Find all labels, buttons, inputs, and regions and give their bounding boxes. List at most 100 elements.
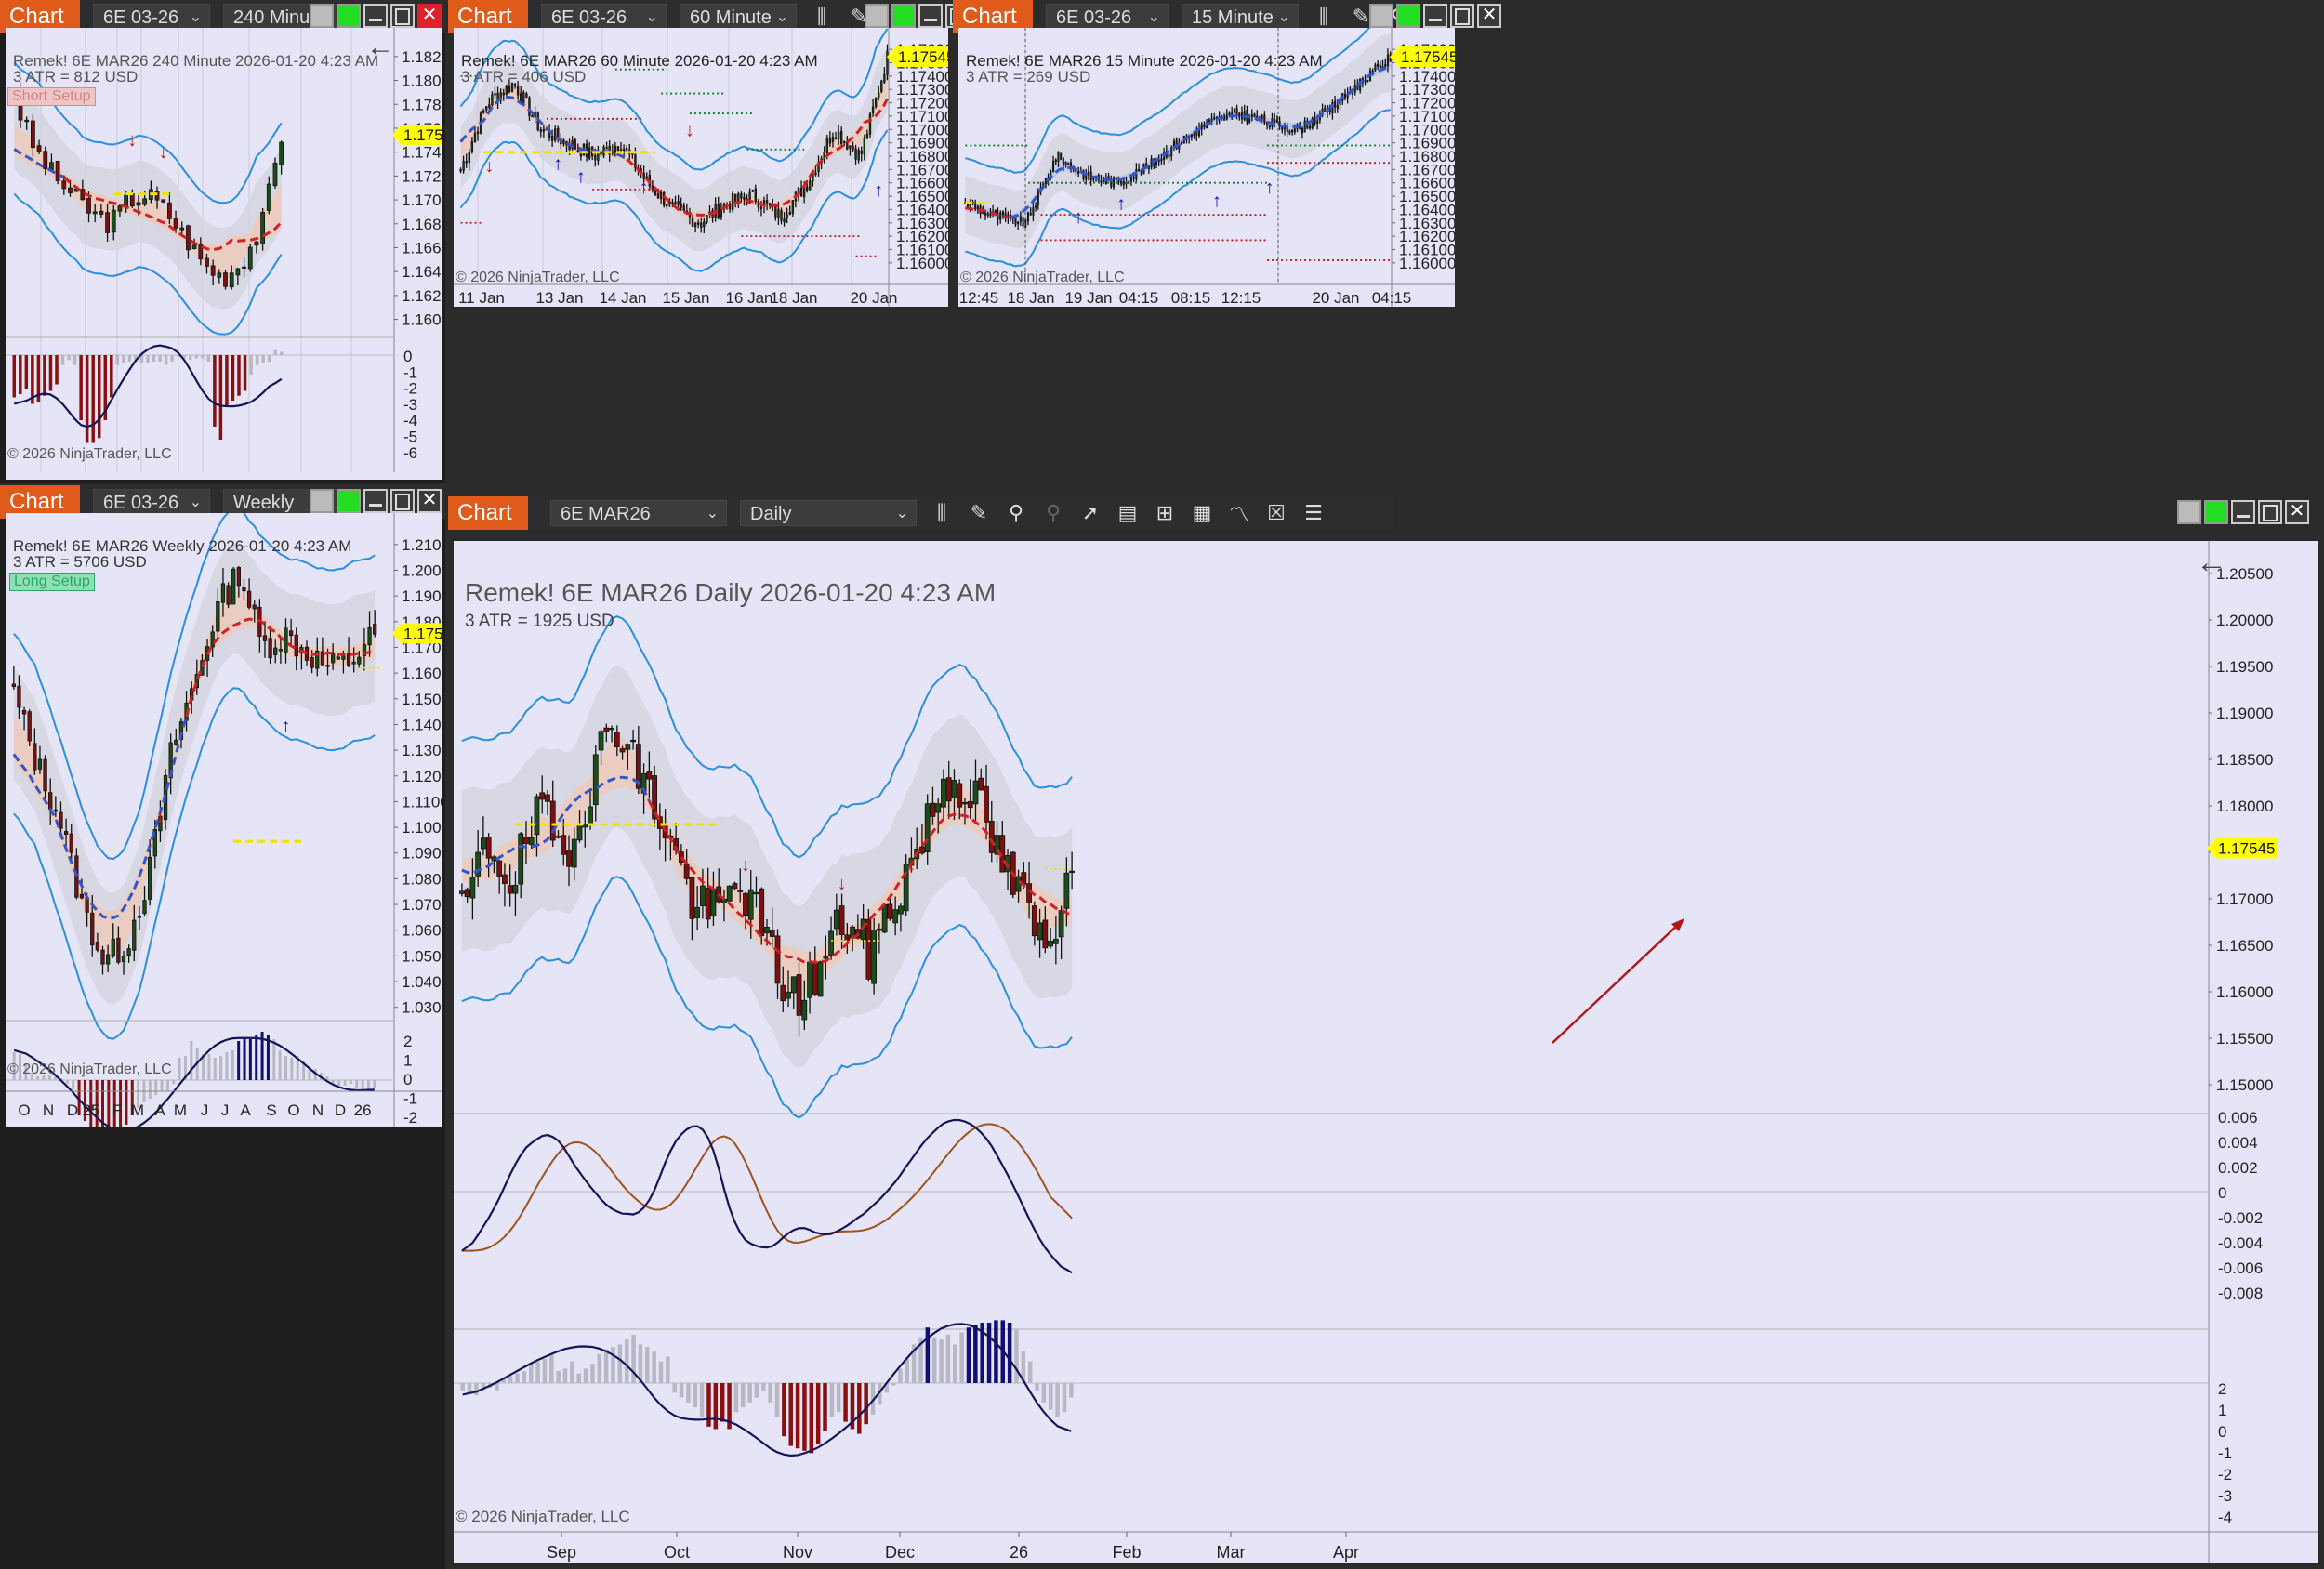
histogram-bar xyxy=(905,1359,910,1383)
close-button[interactable]: ✕ xyxy=(417,4,442,28)
candle-body xyxy=(173,218,178,229)
strategies-icon[interactable]: ☒ xyxy=(1267,501,1286,524)
timeframe-selector[interactable]: 15 Minute ⌄ xyxy=(1182,4,1299,30)
instrument-selector[interactable]: 6E 03-26 ⌄ xyxy=(541,4,667,30)
candle-body xyxy=(220,583,226,603)
candle-body xyxy=(768,203,772,206)
histogram-bar xyxy=(843,1383,848,1422)
minimize-button[interactable] xyxy=(363,489,388,513)
candle-body xyxy=(1026,212,1030,222)
candle-body xyxy=(488,104,491,108)
chart-window-60min: Chart 6E 03-26⌄ 60 Minute⌄ ⫼ ✎ ⚲ ▼ ✕ ↓↓↑… xyxy=(448,0,1880,307)
candle-body xyxy=(1181,142,1183,145)
minimize-button[interactable] xyxy=(1423,4,1447,28)
price-tick-label: 1.06000 xyxy=(402,922,442,940)
instrument-selector[interactable]: 6E MAR26 ⌄ xyxy=(550,500,727,526)
instrument-selector[interactable]: 6E 03-26 ⌄ xyxy=(1046,4,1169,30)
chart-plot-area[interactable]: ↓↓↓1.182001.180001.178001.176001.174001.… xyxy=(6,28,442,480)
back-arrow-icon[interactable]: ← xyxy=(366,32,394,62)
chart-menu-tag[interactable]: Chart xyxy=(448,496,528,530)
chart-window-240min: Chart 6E 03-26⌄ 240 Minute⌄ ⫼ ▼ ✕ ↓↓↓1.1… xyxy=(0,0,445,483)
candle-body xyxy=(111,938,115,956)
window-green-button[interactable] xyxy=(1396,4,1420,28)
price-tick-label: 1.16500 xyxy=(896,188,948,205)
pencil-icon[interactable]: ✎ xyxy=(970,501,988,524)
candle-body xyxy=(53,809,58,812)
bar-type-icon[interactable]: ⫼ xyxy=(816,5,827,28)
bar-type-icon[interactable]: ⫼ xyxy=(936,501,947,524)
time-tick-label: J xyxy=(201,1101,209,1119)
candle-body xyxy=(849,145,852,149)
candle-body xyxy=(491,856,497,862)
price-tick-label: 1.16000 xyxy=(402,665,442,682)
time-tick-label: 20 Jan xyxy=(850,289,897,307)
candle-body xyxy=(136,202,141,206)
close-button[interactable]: ✕ xyxy=(2285,500,2309,524)
zoom-out-icon[interactable]: ⚲ xyxy=(1045,501,1062,524)
chart-properties-icon[interactable]: ▦ xyxy=(1192,501,1212,524)
histogram-bar xyxy=(122,355,125,363)
candle-body xyxy=(566,850,572,867)
candle-body xyxy=(726,885,733,902)
close-button[interactable]: ✕ xyxy=(417,489,442,513)
pencil-icon[interactable]: ✎ xyxy=(850,5,868,28)
zoom-in-icon[interactable]: ⚲ xyxy=(1008,501,1024,524)
window-link-button[interactable] xyxy=(310,489,334,513)
pointer-icon[interactable]: ➚ xyxy=(1081,501,1100,524)
chart-plot-area[interactable]: ↓↓↑↑↑↑1.176001.175001.174001.173001.1720… xyxy=(454,28,948,307)
data-box-icon[interactable]: ▤ xyxy=(1117,501,1138,524)
window-link-button[interactable] xyxy=(865,4,889,28)
histogram-bar xyxy=(36,1076,40,1080)
window-green-button[interactable] xyxy=(891,4,916,28)
list-icon[interactable]: ☰ xyxy=(1304,501,1323,524)
instrument-selector[interactable]: 6E 03-26 ⌄ xyxy=(93,489,210,515)
bar-type-icon[interactable]: ⫼ xyxy=(1318,5,1329,28)
candle-body xyxy=(279,141,284,165)
drawing-tools-icon[interactable]: ⊞ xyxy=(1155,501,1174,524)
window-link-button[interactable] xyxy=(2177,500,2201,524)
maximize-button[interactable] xyxy=(390,4,415,28)
pencil-icon[interactable]: ✎ xyxy=(1352,5,1370,28)
candle-body xyxy=(494,93,496,96)
candle-body xyxy=(651,185,654,190)
histogram-bar xyxy=(522,1371,527,1383)
time-tick-label: 23 Jan xyxy=(331,479,378,480)
timeframe-selector[interactable]: 60 Minute ⌄ xyxy=(680,4,797,30)
histogram-bar xyxy=(864,1383,868,1425)
window-link-button[interactable] xyxy=(310,4,334,28)
window-green-button[interactable] xyxy=(337,489,361,513)
candle-body xyxy=(105,212,110,233)
histogram-bar xyxy=(60,355,65,365)
histogram-bar xyxy=(249,355,253,375)
candle-body xyxy=(68,187,73,193)
minimize-button[interactable] xyxy=(918,4,943,28)
window-green-button[interactable] xyxy=(2204,500,2228,524)
maximize-button[interactable] xyxy=(1450,4,1474,28)
candle-body xyxy=(854,148,857,160)
timeframe-selector[interactable]: Daily ⌄ xyxy=(740,500,917,526)
candle-body xyxy=(1314,116,1316,125)
candle-body xyxy=(865,134,869,139)
window-green-button[interactable] xyxy=(337,4,361,28)
indicators-icon[interactable]: 〽 xyxy=(1228,503,1249,526)
histogram-bar xyxy=(148,1080,152,1099)
chart-plot-area[interactable]: ↑↑↑↑1.176001.175001.174001.173001.172001… xyxy=(958,28,1455,307)
chevron-down-icon: ⌄ xyxy=(189,9,202,25)
minimize-button[interactable] xyxy=(2231,500,2255,524)
chart-plot-area[interactable]: ↓↑↑↑1.210001.200001.190001.180001.170001… xyxy=(6,513,442,1127)
histogram-bar xyxy=(693,1383,698,1407)
minimize-button[interactable] xyxy=(363,4,388,28)
histogram-bar xyxy=(953,1344,957,1383)
window-link-button[interactable] xyxy=(1369,4,1393,28)
maximize-button[interactable] xyxy=(390,489,415,513)
candle-body xyxy=(43,758,47,792)
close-button[interactable]: ✕ xyxy=(1477,4,1501,28)
histogram-bar xyxy=(176,355,180,357)
back-arrow-icon[interactable]: ← xyxy=(2196,545,2227,580)
chart-plot-area[interactable]: ↓ ↓ ↓ 1.20500 1.20000 1.19500 1.19000 1.18500 1.… xyxy=(454,541,2318,1563)
maximize-button[interactable] xyxy=(2258,500,2282,524)
instrument-selector[interactable]: 6E 03-26 ⌄ xyxy=(93,4,210,30)
histogram-bar xyxy=(891,1383,896,1386)
time-tick-label: 26 xyxy=(1010,1543,1028,1562)
candle-body xyxy=(539,792,546,800)
